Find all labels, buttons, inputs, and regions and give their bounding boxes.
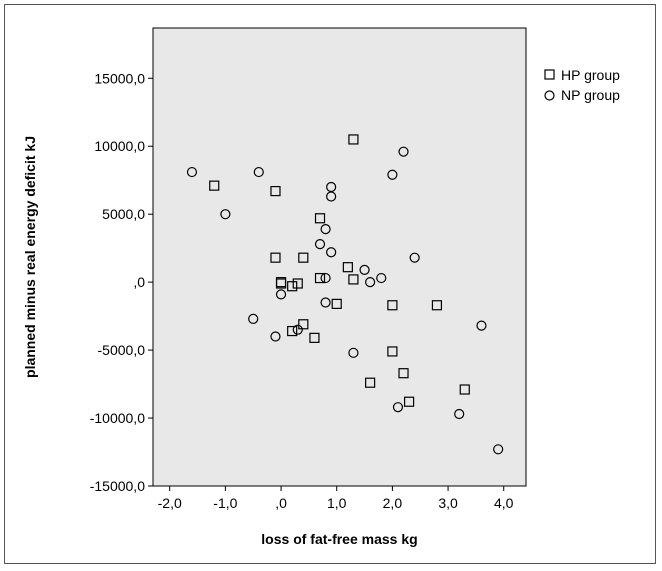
np-point xyxy=(292,324,303,335)
np-point xyxy=(275,289,287,300)
hp-point xyxy=(292,278,303,289)
hp-point xyxy=(365,377,376,388)
y-tick-label: ,0 xyxy=(133,274,145,290)
legend-marker-hp xyxy=(544,69,555,80)
x-tick-label: 4,0 xyxy=(494,495,514,511)
y-axis-ticks: -15000,0 -10000,0 -5000,0 ,0 5000,0 10000,0 15… xyxy=(90,70,153,494)
hp-point xyxy=(348,134,359,145)
np-point xyxy=(387,169,398,180)
hp-point xyxy=(209,180,220,191)
np-point xyxy=(320,224,331,235)
hp-point xyxy=(387,346,398,357)
hp-point xyxy=(287,325,298,337)
np-point xyxy=(493,444,504,455)
np-point xyxy=(186,166,198,178)
y-tick-label: -10000,0 xyxy=(90,410,145,426)
hp-point xyxy=(314,213,326,224)
hp-point xyxy=(298,319,309,330)
np-point xyxy=(454,408,465,420)
hp-point xyxy=(314,272,326,284)
np-point xyxy=(253,166,264,178)
x-axis-label: loss of fat-free mass kg xyxy=(261,531,417,547)
np-point xyxy=(320,272,331,284)
hp-point xyxy=(342,262,353,273)
y-tick-label: 15000,0 xyxy=(94,70,145,86)
np-point xyxy=(409,252,420,263)
np-point xyxy=(326,191,337,202)
x-tick-label: 2,0 xyxy=(383,495,403,511)
np-point xyxy=(398,146,409,157)
hp-point xyxy=(298,252,309,263)
hp-point xyxy=(275,278,287,289)
np-point xyxy=(348,347,359,358)
y-tick-label: -15000,0 xyxy=(90,478,145,494)
np-point xyxy=(248,313,259,324)
np-point xyxy=(376,272,387,284)
legend: HP group NP group xyxy=(544,67,620,103)
np-point xyxy=(320,297,331,308)
hp-point xyxy=(287,281,298,292)
x-tick-label: 3,0 xyxy=(438,495,458,511)
np-point xyxy=(326,247,337,258)
hp-point xyxy=(431,300,443,311)
hp-point xyxy=(309,332,320,343)
np-point xyxy=(365,277,376,288)
plot-area xyxy=(152,27,527,487)
np-point xyxy=(392,402,404,413)
x-axis-ticks: -2,0 -1,0 ,0 1,0 2,0 3,0 4,0 xyxy=(158,486,514,511)
hp-point xyxy=(270,252,281,263)
np-point xyxy=(359,264,370,276)
y-tick-label: 5000,0 xyxy=(102,206,145,222)
chart-frame: -2,0 -1,0,0 1,0 2,0 3,0 4,0 -15000,0 -10000,0-… xyxy=(4,4,656,564)
hp-point xyxy=(459,384,470,395)
hp-point xyxy=(331,298,342,309)
data-points xyxy=(186,134,504,455)
y-axis-label: planned minus real energy deficit kJ xyxy=(22,136,38,378)
np-point xyxy=(314,238,326,250)
np-point xyxy=(220,209,231,220)
x-tick-label: -2,0 xyxy=(158,495,182,511)
hp-point xyxy=(348,274,359,285)
y-tick-label: 10000,0 xyxy=(94,138,145,154)
np-point xyxy=(476,320,487,331)
legend-label-hp: HP group xyxy=(561,67,620,83)
hp-point xyxy=(387,300,398,311)
x-tick-label: 1,0 xyxy=(327,495,347,511)
hp-point xyxy=(270,185,281,197)
legend-marker-np xyxy=(544,90,555,101)
hp-point xyxy=(398,368,409,379)
x-tick-label: -1,0 xyxy=(213,495,237,511)
x-tick-label: ,0 xyxy=(275,495,287,511)
hp-point xyxy=(403,396,415,407)
np-point xyxy=(270,331,281,342)
scatter-chart: -2,0 -1,0,0 1,0 2,0 3,0 4,0 -15000,0-10000,0-… xyxy=(22,27,620,547)
legend-label-np: NP group xyxy=(561,87,620,103)
y-tick-label: -5000,0 xyxy=(98,342,146,358)
